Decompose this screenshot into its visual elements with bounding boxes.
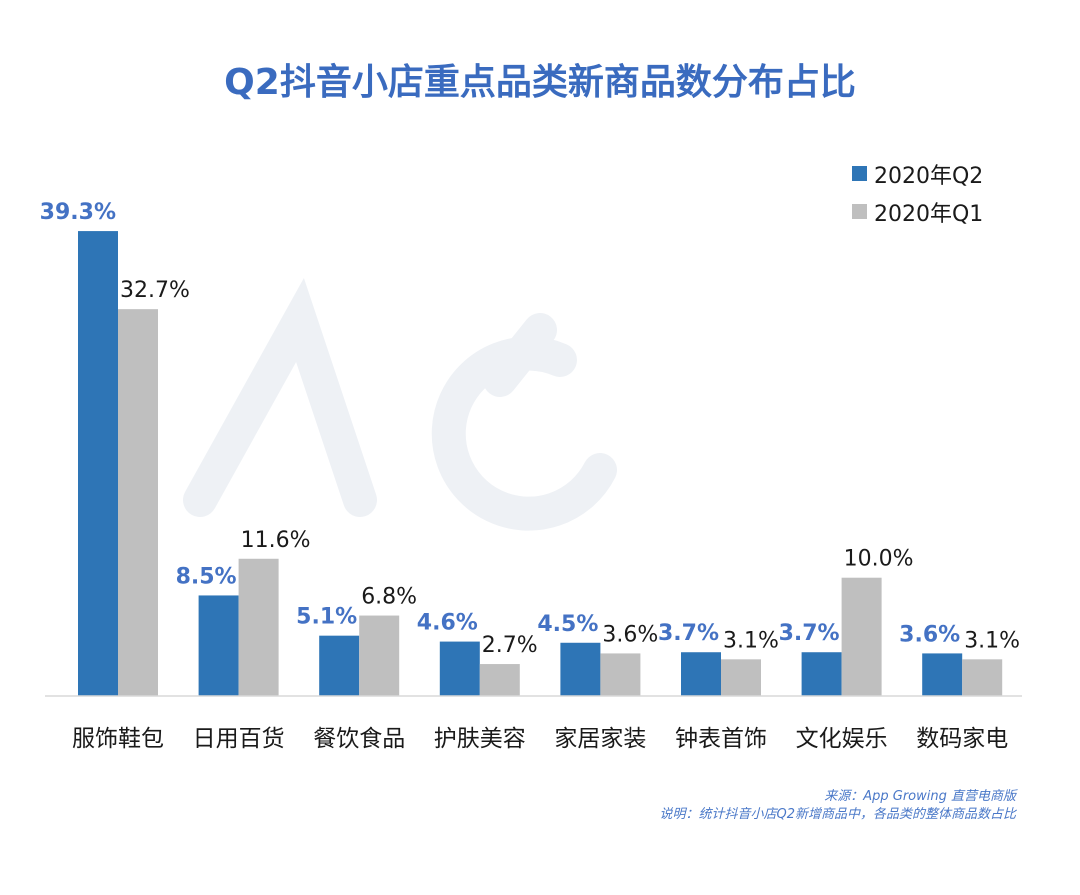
watermark-stroke [183, 277, 377, 517]
bar-q1 [721, 659, 761, 696]
data-label-q2: 5.1% [296, 605, 357, 630]
data-label-q1: 3.1% [723, 628, 779, 653]
description-note: 说明：统计抖音小店Q2新增商品中，各品类的整体商品数占比 [659, 806, 1017, 822]
bar-q1 [118, 309, 158, 696]
data-label-q1: 3.6% [602, 622, 658, 647]
bar-q1 [359, 615, 400, 696]
category-label: 餐饮食品 [313, 726, 405, 752]
chart-title: Q2抖音小店重点品类新商品数分布占比 [224, 62, 856, 103]
legend-swatch-q2 [852, 166, 867, 181]
bar-q1 [600, 653, 641, 696]
bar-q2 [801, 652, 842, 696]
category-label: 家居家装 [554, 726, 646, 752]
category-label: 服饰鞋包 [72, 726, 164, 752]
data-label-q2: 8.5% [176, 564, 237, 589]
legend-label-q1: 2020年Q1 [874, 202, 983, 227]
bar-q2 [560, 642, 601, 696]
data-label-q2: 4.6% [417, 611, 478, 636]
bar-q2 [198, 595, 239, 696]
data-label-q1: 2.7% [482, 633, 538, 658]
bar-q1 [238, 558, 279, 696]
data-label-q2: 39.3% [40, 200, 116, 225]
data-label-q1: 3.1% [964, 628, 1020, 653]
data-label-q1: 32.7% [120, 278, 190, 303]
bar-q1 [479, 664, 520, 696]
data-label-q2: 3.7% [779, 621, 840, 646]
data-label-q1: 6.8% [361, 585, 417, 610]
source-note: 来源：App Growing 直营电商版 [824, 789, 1018, 804]
bar-q2 [681, 652, 721, 696]
watermark-arrow [483, 313, 557, 397]
data-label-q2: 4.5% [537, 612, 598, 637]
category-label: 文化娱乐 [796, 726, 888, 752]
category-label: 钟表首饰 [675, 726, 767, 752]
category-label: 护肤美容 [434, 726, 526, 752]
watermark-logo [183, 277, 617, 531]
bar-q2 [78, 231, 118, 696]
data-label-q1: 11.6% [241, 528, 311, 553]
bar-q2 [922, 653, 963, 696]
category-label: 数码家电 [916, 726, 1008, 752]
bar-q2 [439, 641, 480, 696]
data-label-q2: 3.6% [899, 622, 960, 647]
bar-q2 [319, 635, 360, 696]
bar-q1 [841, 577, 882, 696]
data-label-q2: 3.7% [658, 621, 719, 646]
category-label: 日用百货 [193, 726, 285, 752]
legend: 2020年Q2 2020年Q1 [852, 164, 983, 227]
watermark-stroke [431, 336, 617, 531]
legend-swatch-q1 [852, 204, 867, 219]
data-label-q1: 10.0% [844, 547, 914, 572]
bar-q1 [962, 659, 1003, 696]
legend-label-q2: 2020年Q2 [874, 164, 983, 189]
